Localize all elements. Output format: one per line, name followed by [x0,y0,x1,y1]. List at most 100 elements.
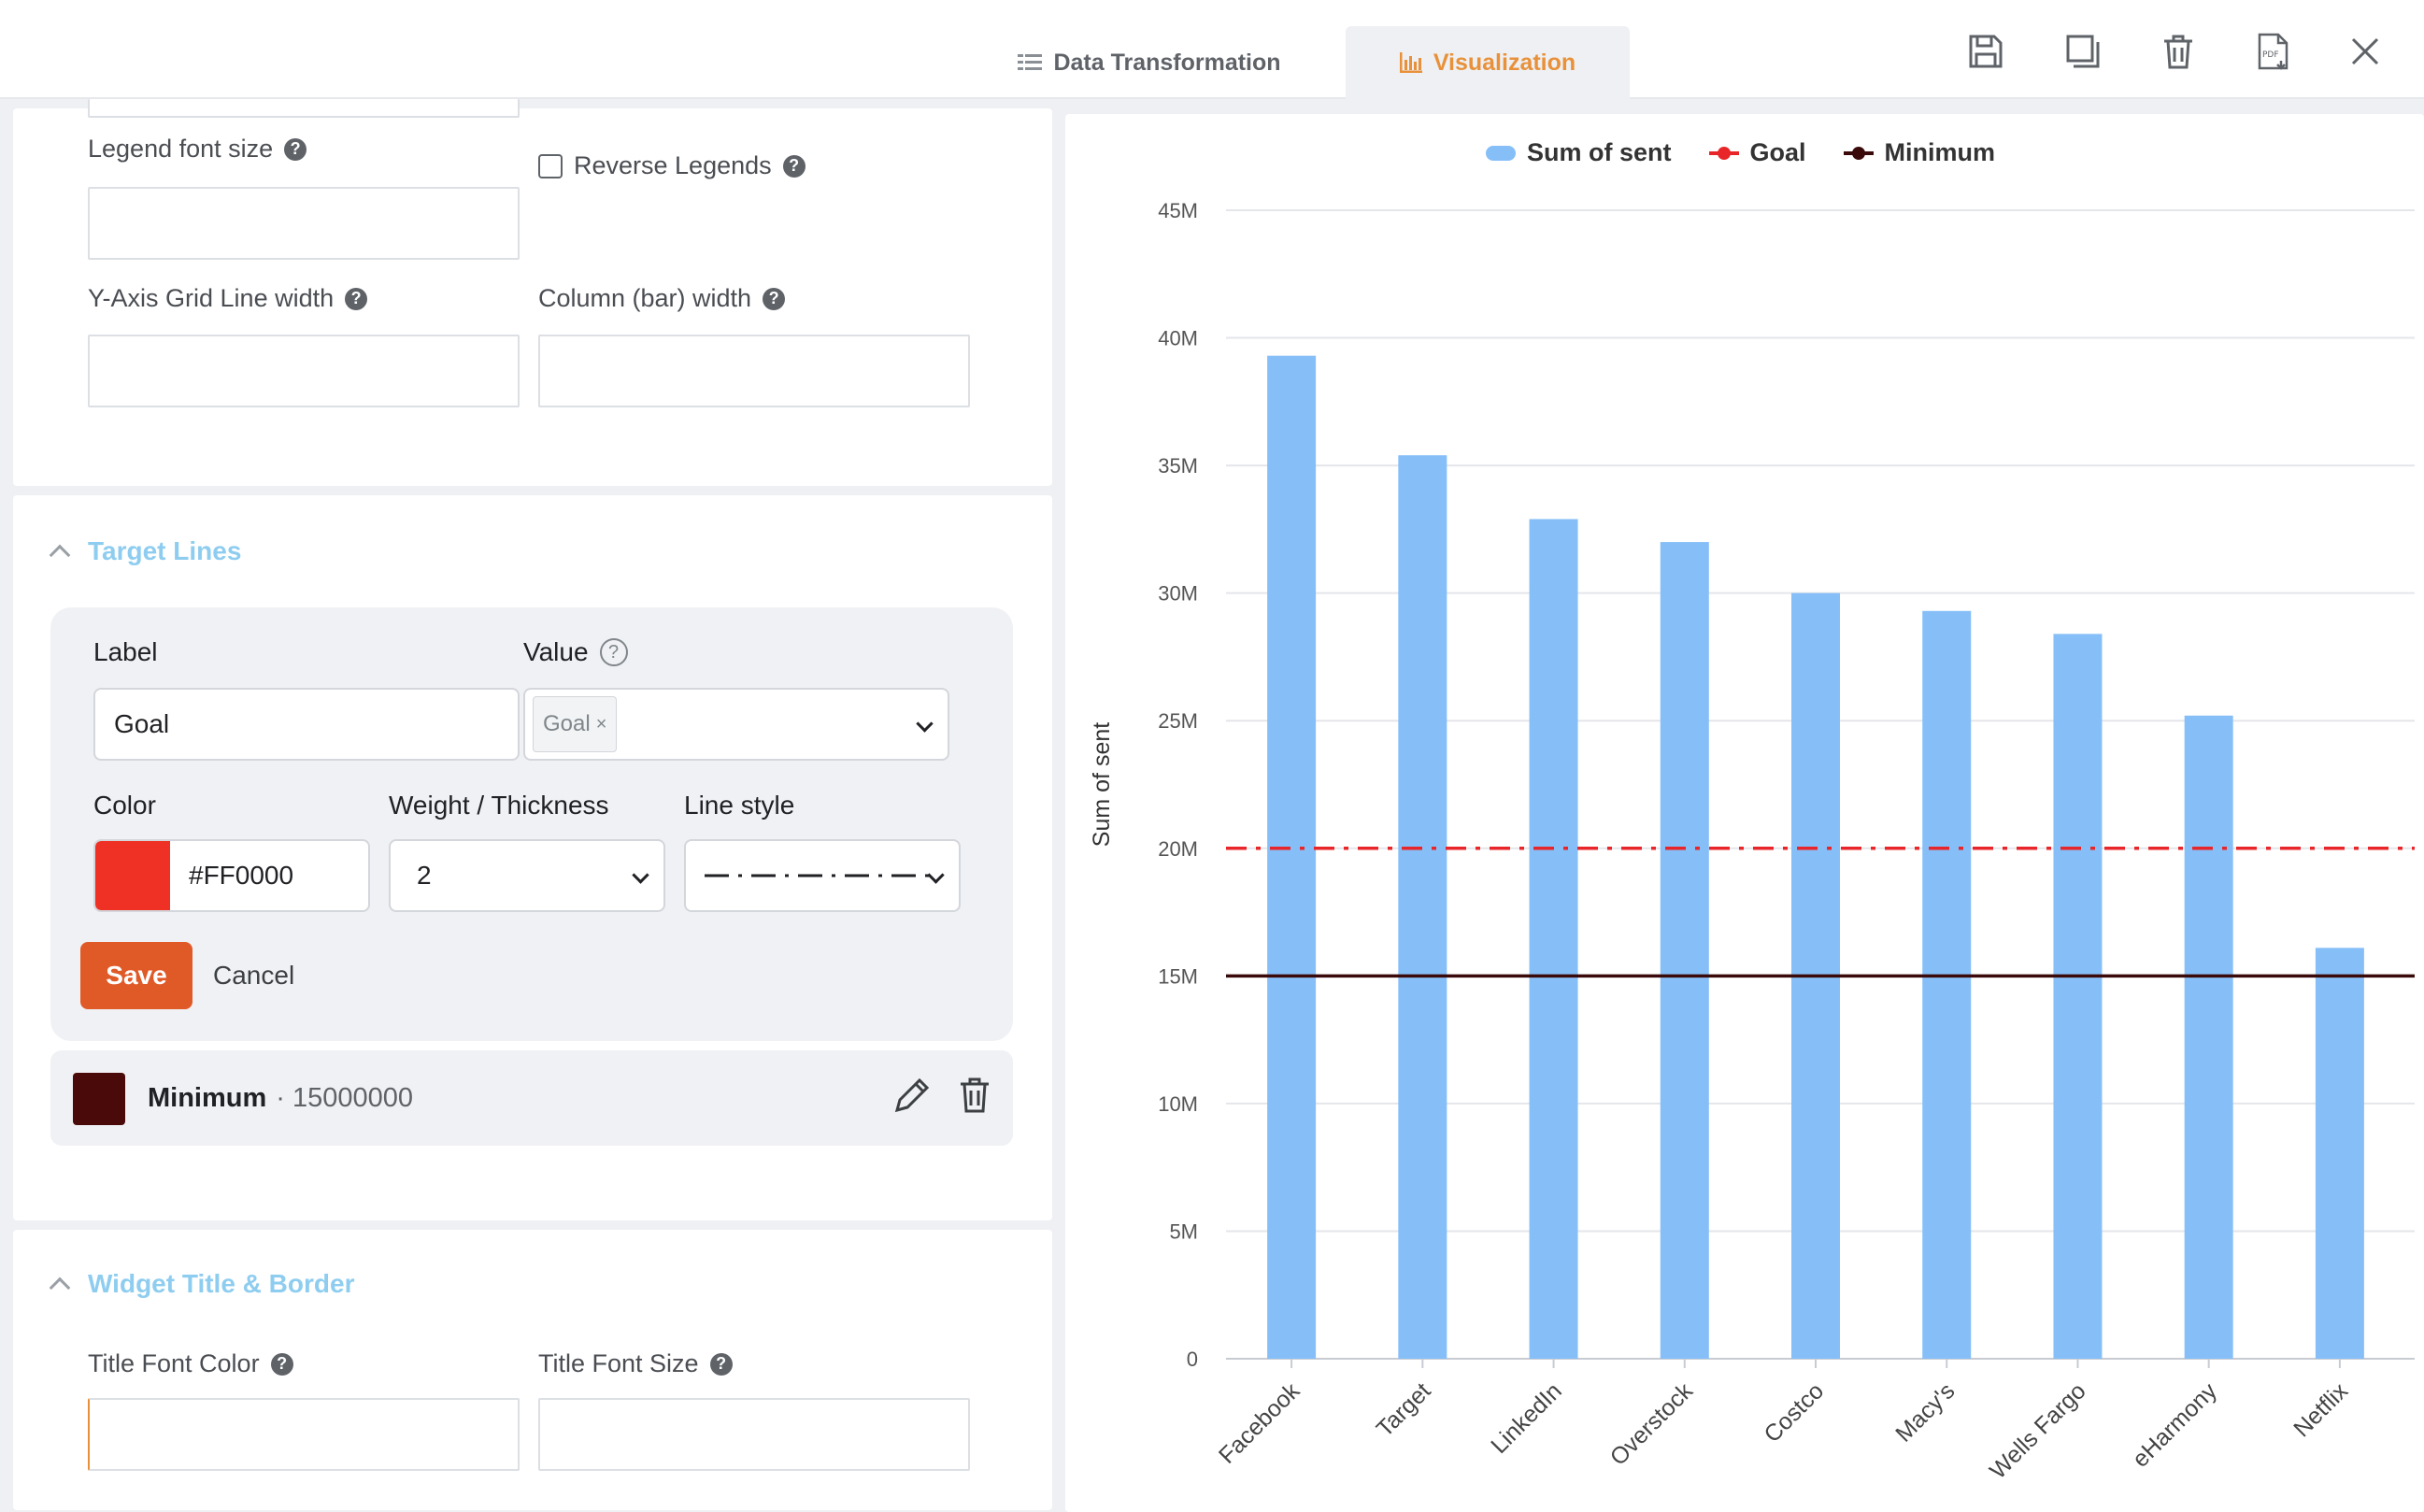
bar-width-input[interactable] [538,335,970,407]
target-lines-toggle[interactable]: Target Lines [49,536,241,566]
x-tick-label: Wells Fargo [1985,1377,2091,1484]
help-icon[interactable]: ? [345,287,368,310]
title-font-size-input[interactable] [538,1398,970,1471]
value-chip: Goal × [533,696,618,752]
target-line-editor: Label Goal Value ? Goal × Color #FF0000 … [50,607,1013,1041]
grid-line-width-input[interactable] [88,335,520,407]
bar-chart-icon [1399,52,1422,73]
help-icon[interactable]: ? [270,1352,293,1376]
tab-data-transformation[interactable]: Data Transformation [991,26,1308,99]
bar [1660,542,1709,1359]
target-lines-card: Target Lines Label Goal Value ? Goal × C… [13,495,1052,1220]
question-circle-icon[interactable]: ? [599,638,628,666]
close-icon[interactable] [2342,28,2388,75]
y-tick-label: 5M [1169,1220,1198,1243]
x-tick-label: Overstock [1605,1377,1699,1471]
bar [1267,355,1317,1359]
table-icon [1018,53,1043,72]
bar [2053,634,2103,1359]
pdf-icon[interactable]: PDF [2250,28,2297,75]
bar-width-label: Column (bar) width? [538,284,786,313]
y-tick-label: 15M [1158,964,1198,988]
bar [1529,519,1578,1359]
previous-input[interactable] [88,99,520,118]
bar [2184,715,2233,1359]
title-font-size-label: Title Font Size? [538,1349,733,1378]
tab-visualization[interactable]: Visualization [1346,26,1630,99]
value-field-label: Value ? [523,637,628,667]
weight-field-label: Weight / Thickness [389,791,609,820]
x-tick-label: Costco [1759,1377,1829,1448]
title-font-color-label: Title Font Color? [88,1349,293,1378]
bar [1398,455,1447,1360]
help-icon[interactable]: ? [782,154,806,178]
help-icon[interactable]: ? [284,137,307,161]
bar [2315,948,2364,1359]
legend-swatch [1708,146,1739,160]
legend-font-size-input[interactable] [88,187,520,260]
color-field-label: Color [93,791,156,820]
help-icon[interactable]: ? [763,287,786,310]
svg-text:PDF: PDF [2262,50,2279,60]
legend-item-sum-of-sent[interactable]: Sum of sent [1486,138,1672,167]
line-style-select[interactable] [684,839,961,912]
x-tick-label: Netflix [2289,1377,2353,1442]
tab-label: Data Transformation [1053,49,1281,76]
y-tick-label: 10M [1158,1092,1198,1116]
weight-select[interactable]: 2 [389,839,665,912]
chart-settings-card: Legend font size? Reverse Legends? Y-Axi… [13,99,1052,486]
pencil-icon[interactable] [891,1075,933,1120]
widget-title-card: Widget Title & Border Title Font Color? … [13,1230,1052,1510]
y-tick-label: 40M [1158,327,1198,350]
label-input[interactable]: Goal [93,688,520,761]
x-tick-label: Macy's [1890,1377,1960,1447]
target-line-swatch [73,1073,125,1125]
y-tick-label: 45M [1158,199,1198,222]
x-tick-label: eHarmony [2128,1377,2223,1473]
chart-legend: Sum of sent Goal Minimum [1486,138,1995,167]
x-tick-label: LinkedIn [1486,1377,1567,1459]
tab-label: Visualization [1433,49,1576,76]
color-picker[interactable]: #FF0000 [93,839,370,912]
cancel-button[interactable]: Cancel [213,942,294,1009]
bar-chart: 0 5M 10M 15M 20M 25M 30M 35M 40M 45M Sum of sent Fa… [1089,199,2415,1484]
chevron-down-icon [927,866,945,884]
widget-title-toggle[interactable]: Widget Title & Border [49,1269,354,1299]
y-axis-title: Sum of sent [1089,722,1115,847]
save-button[interactable]: Save [80,942,192,1009]
label-field-label: Label [93,637,158,666]
y-tick-label: 25M [1158,709,1198,733]
top-bar: Data Transformation Visualization PDF [0,0,2424,99]
save-icon[interactable] [1962,28,2009,75]
chevron-up-icon [49,1277,71,1299]
chevron-down-icon [916,715,934,733]
line-style-field-label: Line style [684,791,795,820]
help-icon[interactable]: ? [709,1352,733,1376]
chevron-down-icon [632,866,649,884]
reverse-legends-row: Reverse Legends? [538,151,806,180]
target-line-item: Minimum · 15000000 [50,1050,1013,1146]
target-line-summary: Minimum · 15000000 [148,1082,414,1113]
legend-item-minimum[interactable]: Minimum [1843,138,1995,167]
x-tick-label: Target [1372,1377,1436,1442]
y-tick-label: 30M [1158,582,1198,606]
legend-item-goal[interactable]: Goal [1708,138,1806,167]
chevron-up-icon [49,544,71,566]
y-tick-label: 35M [1158,454,1198,478]
trash-icon[interactable] [2155,28,2202,75]
trash-icon[interactable] [959,1077,991,1119]
y-tick-label: 20M [1158,837,1198,861]
x-tick-label: Facebook [1214,1377,1305,1469]
title-font-color-input[interactable] [88,1398,520,1471]
reverse-legends-checkbox[interactable] [538,153,563,178]
color-hex-input[interactable]: #FF0000 [189,861,294,890]
y-tick-label: 0 [1187,1348,1198,1371]
color-swatch[interactable] [95,841,170,910]
legend-font-size-label: Legend font size? [88,135,307,164]
bar [1922,610,1972,1359]
value-select[interactable]: Goal × [523,688,949,761]
grid-line-width-label: Y-Axis Grid Line width? [88,284,368,313]
duplicate-icon[interactable] [2060,28,2106,75]
legend-swatch [1843,146,1874,160]
remove-chip-icon[interactable]: × [595,713,607,735]
